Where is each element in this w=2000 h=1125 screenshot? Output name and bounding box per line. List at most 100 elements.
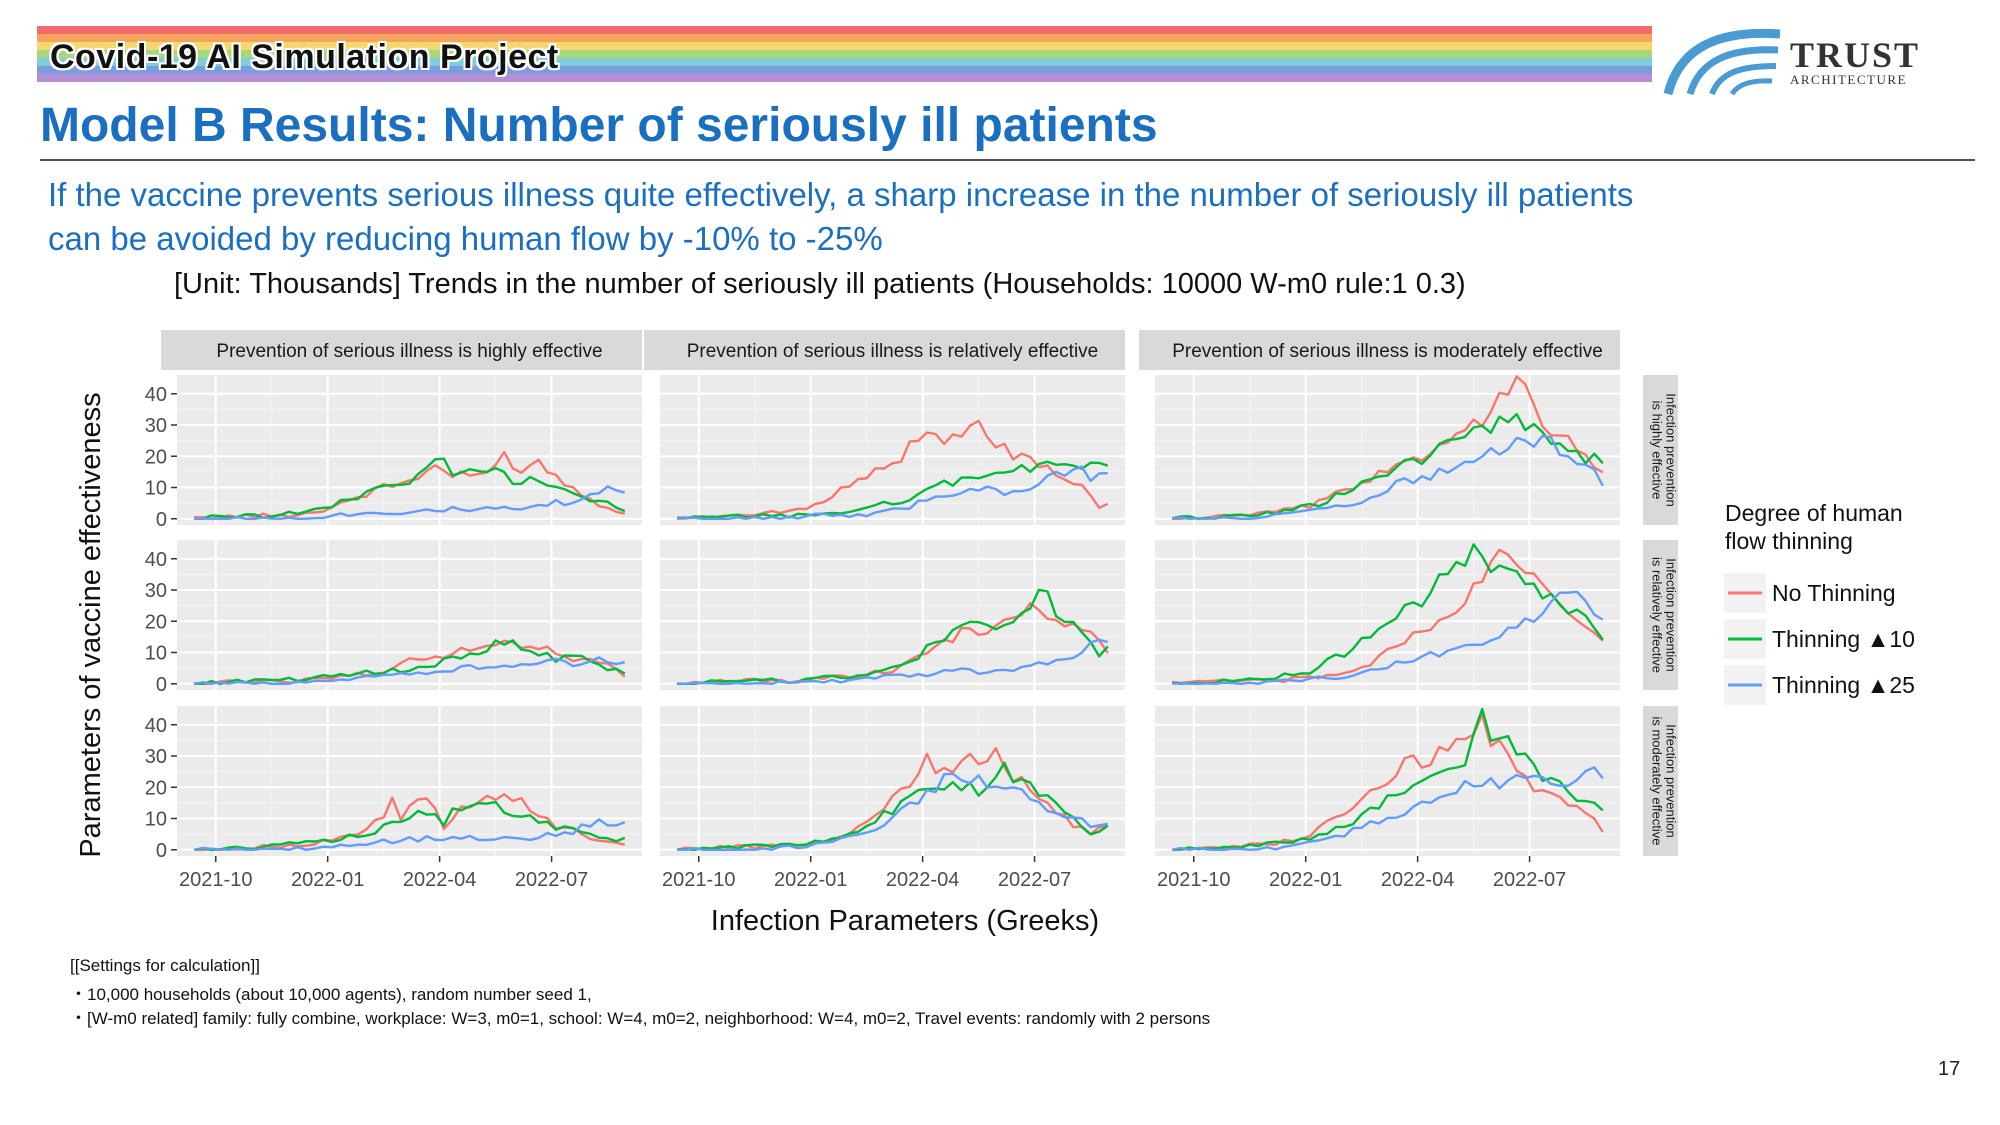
series-line-r2-c1-thinning-10 xyxy=(677,761,1109,851)
logo-arc-small xyxy=(1729,78,1773,96)
y-tick-label: 30 xyxy=(145,580,167,602)
column-strip-label: Prevention of serious illness is highly … xyxy=(216,341,602,362)
x-tick-label: 2022-01 xyxy=(1269,869,1342,891)
panel-bg-r0-c2 xyxy=(1155,375,1620,525)
rainbow-banner xyxy=(37,26,1652,90)
row-strip-bg xyxy=(1643,375,1678,525)
logo-subtext: ARCHITECTURE xyxy=(1790,72,1907,87)
legend-label-thinning-25: Thinning ▲25 xyxy=(1772,672,1915,698)
column-strip-bg xyxy=(1139,330,1620,370)
logo-wordmark: TRUST xyxy=(1790,35,1921,75)
legend-label-no-thinning: No Thinning xyxy=(1772,580,1896,606)
row-strip-bg xyxy=(1643,540,1678,690)
logo-arc-outer xyxy=(1663,28,1781,96)
y-tick-label: 0 xyxy=(156,674,167,696)
row-strip-label: is highly effective xyxy=(1650,401,1665,500)
y-tick-label: 30 xyxy=(145,415,167,437)
x-tick-label: 2021-10 xyxy=(1157,869,1230,891)
series-line-r2-c0-thinning-10 xyxy=(194,800,626,851)
series-line-r1-c2-thinning-10 xyxy=(1172,543,1604,685)
row-strip-label: Infection prevention xyxy=(1664,724,1679,837)
y-tick-label: 40 xyxy=(145,549,167,571)
legend-title-line-1: Degree of human xyxy=(1725,500,1903,526)
series-line-r0-c1-no-thinning xyxy=(677,419,1109,520)
series-line-r2-c2-thinning-25 xyxy=(1171,766,1604,851)
y-axis-title: Parameters of vaccine effectiveness xyxy=(75,392,107,857)
y-tick-label: 10 xyxy=(145,809,167,831)
column-strip-bg xyxy=(161,330,642,370)
y-tick-label: 0 xyxy=(156,840,167,862)
series-line-r0-c2-thinning-10 xyxy=(1171,412,1604,520)
panel-bg-r1-c0 xyxy=(177,540,642,690)
series-line-r1-c1-thinning-25 xyxy=(677,638,1109,685)
row-strip-label: is relatively effective xyxy=(1650,557,1665,673)
series-line-r2-c2-thinning-10 xyxy=(1172,707,1604,851)
series-line-r0-c0-thinning-25 xyxy=(194,485,626,520)
rainbow-stripe-1 xyxy=(37,34,1652,42)
panel-bg-r2-c0 xyxy=(177,706,642,856)
series-line-r0-c0-no-thinning xyxy=(194,450,626,520)
project-title: Covid-19 AI Simulation Project xyxy=(50,38,559,76)
subtitle-line-2: can be avoided by reducing human flow by… xyxy=(48,220,883,257)
panel-bg-r0-c1 xyxy=(660,375,1125,525)
trust-architecture-logo xyxy=(1663,28,1781,96)
series-line-r1-c1-no-thinning xyxy=(677,602,1109,685)
y-tick-label: 10 xyxy=(145,478,167,500)
y-tick-label: 0 xyxy=(156,509,167,531)
x-tick-label: 2021-10 xyxy=(179,869,252,891)
x-tick-label: 2022-01 xyxy=(291,869,364,891)
logo-arc-inner xyxy=(1709,63,1777,96)
x-tick-label: 2022-04 xyxy=(1381,869,1454,891)
y-tick-label: 10 xyxy=(145,643,167,665)
column-strip-label: Prevention of serious illness is relativ… xyxy=(687,341,1099,362)
series-line-r0-c1-thinning-25 xyxy=(677,465,1108,520)
page-title: Model B Results: Number of seriously ill… xyxy=(40,99,1158,152)
chart-title: [Unit: Thousands] Trends in the number o… xyxy=(174,268,1466,300)
x-tick-label: 2022-04 xyxy=(886,869,959,891)
series-line-r0-c2-thinning-25 xyxy=(1172,434,1604,520)
row-strip-label: is moderately effective xyxy=(1650,716,1665,845)
rainbow-stripe-6 xyxy=(37,74,1652,82)
series-line-r2-c1-thinning-25 xyxy=(677,772,1108,851)
footer-line-1: ・10,000 households (about 10,000 agents)… xyxy=(70,985,592,1004)
y-tick-label: 20 xyxy=(145,777,167,799)
y-tick-label: 40 xyxy=(145,384,167,406)
series-line-r1-c2-thinning-25 xyxy=(1172,590,1604,685)
y-tick-label: 30 xyxy=(145,746,167,768)
panel-bg-r0-c0 xyxy=(177,375,642,525)
y-tick-label: 20 xyxy=(145,611,167,633)
series-line-r2-c0-thinning-25 xyxy=(193,818,626,851)
rainbow-stripe-4 xyxy=(37,58,1652,66)
page-number: 17 xyxy=(1938,1058,1961,1080)
footer-line-2: ・[W-m0 related] family: fully combine, w… xyxy=(70,1009,1211,1028)
footer-heading: [[Settings for calculation]] xyxy=(70,956,260,975)
y-tick-label: 40 xyxy=(145,715,167,737)
row-strip-bg xyxy=(1643,706,1678,856)
y-tick-label: 20 xyxy=(145,446,167,468)
x-tick-label: 2022-07 xyxy=(1493,869,1566,891)
column-strip-label: Prevention of serious illness is moderat… xyxy=(1172,341,1603,362)
column-strip-bg xyxy=(644,330,1125,370)
legend-title-line-2: flow thinning xyxy=(1725,528,1853,554)
legend-label-thinning-10: Thinning ▲10 xyxy=(1772,626,1915,652)
x-tick-label: 2022-04 xyxy=(403,869,476,891)
logo-arc-middle xyxy=(1686,46,1779,96)
row-strip-label: Infection prevention xyxy=(1664,558,1679,671)
row-strip-label: Infection prevention xyxy=(1664,393,1679,506)
rainbow-stripe-3 xyxy=(37,50,1652,58)
rainbow-stripe-5 xyxy=(37,66,1652,74)
subtitle-line-1: If the vaccine prevents serious illness … xyxy=(48,176,1634,213)
x-tick-label: 2021-10 xyxy=(662,869,735,891)
title-divider xyxy=(40,159,1975,161)
x-tick-label: 2022-01 xyxy=(774,869,847,891)
rainbow-stripe-0 xyxy=(37,26,1652,34)
panel-bg-r2-c1 xyxy=(660,706,1125,856)
series-line-r1-c0-thinning-25 xyxy=(193,656,626,685)
x-tick-label: 2022-07 xyxy=(998,869,1071,891)
panel-bg-r2-c2 xyxy=(1155,706,1620,856)
rainbow-stripe-2 xyxy=(37,42,1652,50)
x-axis-title: Infection Parameters (Greeks) xyxy=(711,905,1099,937)
x-tick-label: 2022-07 xyxy=(515,869,588,891)
